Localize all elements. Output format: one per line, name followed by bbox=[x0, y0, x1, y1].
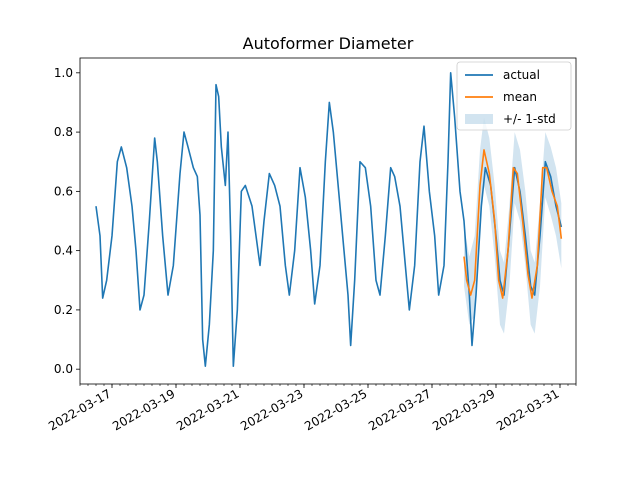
legend-label: +/- 1-std bbox=[503, 112, 556, 126]
plot-area bbox=[95, 72, 563, 368]
y-tick-label: 0.8 bbox=[54, 125, 73, 139]
y-tick-label: 0.4 bbox=[54, 244, 73, 258]
legend-box bbox=[456, 61, 572, 131]
legend-label: mean bbox=[503, 90, 537, 104]
y-tick-label: 1.0 bbox=[54, 66, 73, 80]
y-tick-label: 0.2 bbox=[54, 303, 73, 317]
y-tick-label: 0.6 bbox=[54, 184, 73, 198]
chart-title: Autoformer Diameter bbox=[243, 34, 414, 53]
series-line-mean bbox=[463, 149, 563, 299]
legend-label: actual bbox=[503, 68, 540, 82]
legend: actual mean +/- 1-std bbox=[456, 61, 572, 131]
legend-swatch bbox=[465, 114, 493, 124]
y-tick-label: 0.0 bbox=[54, 362, 73, 376]
series-line-actual bbox=[95, 72, 563, 368]
